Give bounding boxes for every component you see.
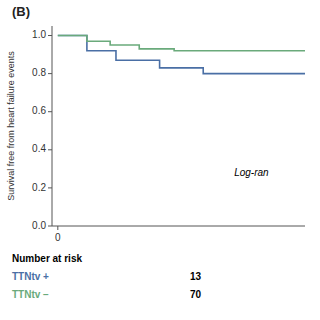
y-axis-label: Survival free from heart failure events	[6, 51, 16, 201]
axes: 0.0 0.2 0.4 0.6 0.8 1.0 0	[32, 26, 305, 243]
y-tick	[48, 187, 52, 188]
y-tick-label: 0.4	[32, 143, 46, 154]
y-tick-label: 0.8	[32, 67, 46, 78]
table-title: Number at risk	[12, 253, 82, 264]
y-tick	[48, 111, 52, 112]
annotation: Log-ran	[234, 167, 269, 178]
x-tick	[57, 226, 58, 230]
plot-area	[58, 36, 305, 74]
y-tick	[48, 35, 52, 36]
at-risk-number: 70	[190, 289, 202, 300]
x-tick-label: 0	[55, 232, 61, 243]
y-tick	[48, 149, 52, 150]
y-tick-label: 0.2	[32, 182, 46, 193]
y-tick-label: 0.0	[32, 220, 46, 231]
y-tick	[48, 226, 52, 227]
y-tick	[48, 73, 52, 74]
chart: (B) Survival free from heart failure even…	[0, 0, 320, 320]
group-label: TTNtv −	[12, 289, 49, 300]
title: (B)	[12, 4, 30, 19]
survival-curve	[58, 36, 305, 74]
survival-curve	[58, 36, 305, 51]
y-tick-label: 1.0	[32, 29, 46, 40]
y-axis	[52, 26, 53, 226]
y-tick-label: 0.6	[32, 105, 46, 116]
at-risk-number: 13	[190, 271, 202, 282]
x-axis	[52, 226, 305, 227]
group-label: TTNtv +	[12, 271, 49, 282]
